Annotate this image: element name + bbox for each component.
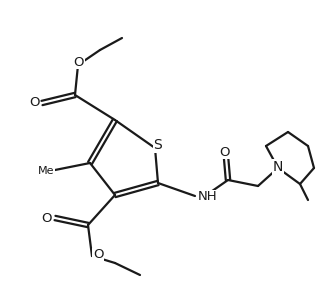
Text: N: N <box>273 160 283 174</box>
Text: O: O <box>74 55 84 69</box>
Text: O: O <box>219 146 229 158</box>
Text: O: O <box>93 249 103 261</box>
Text: O: O <box>29 96 39 110</box>
Text: NH: NH <box>198 191 218 203</box>
Text: O: O <box>41 212 51 224</box>
Text: Me: Me <box>38 166 54 176</box>
Text: S: S <box>154 138 163 152</box>
